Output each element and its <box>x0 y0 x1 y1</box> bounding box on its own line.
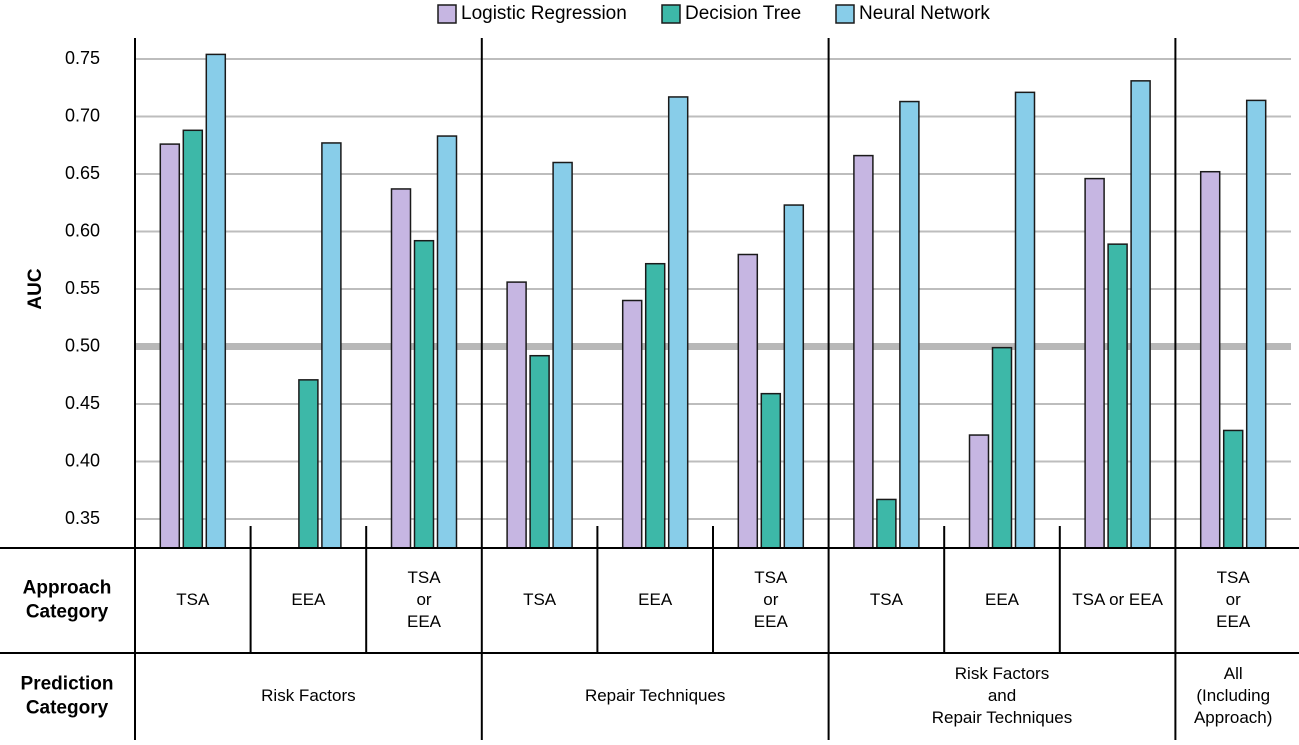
bar-logistic-regression-rf-either <box>390 188 412 549</box>
prediction-label-rf-and-rt: Repair Techniques <box>932 708 1073 727</box>
bar-decision-tree-rf-either <box>413 239 435 549</box>
legend-label-decision-tree: Decision Tree <box>685 3 801 24</box>
prediction-label-all: (Including <box>1196 686 1270 705</box>
bar-decision-tree-rfrt-either <box>1107 243 1128 549</box>
bar-decision-tree-rt-eea <box>644 262 666 549</box>
prediction-label-repair-techniques: Repair Techniques <box>585 686 726 705</box>
bar-neural-network-rf-eea <box>321 142 342 549</box>
prediction-label-rf-and-rt: and <box>988 686 1016 705</box>
bar-decision-tree-rfrt-eea <box>991 346 1013 549</box>
approach-label-rf-eea: EEA <box>291 590 326 609</box>
legend-swatch-logistic-regression <box>437 4 457 24</box>
approach-label-rt-either: or <box>763 590 778 609</box>
y-tick-label: 0.60 <box>65 220 100 240</box>
bar-logistic-regression-rt-eea <box>621 299 643 549</box>
row-header-approach: Approach <box>23 578 112 599</box>
row-header-prediction: Category <box>26 698 109 719</box>
row-header-prediction: Prediction <box>21 674 114 695</box>
approach-label-all-either: TSA <box>1217 568 1251 587</box>
bars <box>159 53 1267 549</box>
legend: Logistic Regression Decision Tree Neural N… <box>437 3 990 24</box>
bar-neural-network-rfrt-either <box>1130 80 1151 549</box>
approach-label-all-either: EEA <box>1216 612 1251 631</box>
y-tick-label: 0.65 <box>65 163 100 183</box>
bar-neural-network-rf-tsa <box>205 53 227 549</box>
approach-label-rf-either: TSA <box>407 568 441 587</box>
bar-neural-network-rt-either <box>783 204 805 549</box>
approach-label-rf-either: or <box>416 590 431 609</box>
y-tick-label: 0.40 <box>65 450 100 470</box>
bar-logistic-regression-rf-tsa <box>159 143 181 549</box>
bar-logistic-regression-rfrt-either <box>1084 177 1105 549</box>
prediction-label-all: All <box>1224 664 1243 683</box>
approach-label-rt-tsa: TSA <box>523 590 557 609</box>
bar-neural-network-rf-either <box>436 135 458 549</box>
bar-neural-network-rfrt-eea <box>1014 91 1036 549</box>
approach-label-rfrt-eea: EEA <box>985 590 1020 609</box>
bar-logistic-regression-all-either <box>1199 170 1221 549</box>
approach-label-rfrt-tsa: TSA <box>870 590 904 609</box>
legend-swatch-neural-network <box>835 4 855 24</box>
approach-label-all-either: or <box>1226 590 1241 609</box>
bar-neural-network-all-either <box>1245 99 1267 549</box>
table-lines <box>0 38 1299 740</box>
legend-swatch-decision-tree <box>661 4 681 24</box>
approach-label-rt-eea: EEA <box>638 590 673 609</box>
labels: 0.35 0.40 0.45 0.50 0.55 0.60 0.65 0.70 0.75 AUC T… <box>21 48 1273 727</box>
bar-decision-tree-all-either <box>1222 429 1244 549</box>
bar-decision-tree-rfrt-tsa <box>876 498 897 549</box>
approach-label-rf-tsa: TSA <box>176 590 210 609</box>
bar-logistic-regression-rfrt-eea <box>968 434 990 549</box>
approach-label-rfrt-either: TSA or EEA <box>1072 590 1163 609</box>
y-tick-label: 0.55 <box>65 278 100 298</box>
y-axis-label: AUC <box>25 268 46 309</box>
prediction-label-all: Approach) <box>1194 708 1272 727</box>
bar-decision-tree-rt-either <box>760 392 782 549</box>
y-tick-label: 0.45 <box>65 393 100 413</box>
bar-decision-tree-rf-eea <box>298 379 319 549</box>
bar-neural-network-rt-eea <box>667 96 689 549</box>
bar-logistic-regression-rt-either <box>737 253 759 549</box>
bar-neural-network-rfrt-tsa <box>899 100 920 549</box>
y-tick-label: 0.35 <box>65 508 100 528</box>
legend-label-neural-network: Neural Network <box>859 3 990 24</box>
bar-decision-tree-rt-tsa <box>529 354 550 549</box>
approach-label-rt-either: EEA <box>754 612 789 631</box>
bar-logistic-regression-rt-tsa <box>506 281 527 549</box>
bar-neural-network-rt-tsa <box>552 161 573 549</box>
y-tick-label: 0.50 <box>65 335 100 355</box>
approach-label-rf-either: EEA <box>407 612 442 631</box>
prediction-label-rf-and-rt: Risk Factors <box>955 664 1049 683</box>
legend-label-logistic-regression: Logistic Regression <box>461 3 627 24</box>
row-header-approach: Category <box>26 602 109 623</box>
bar-logistic-regression-rfrt-tsa <box>853 154 874 549</box>
approach-label-rt-either: TSA <box>754 568 788 587</box>
y-tick-label: 0.75 <box>65 48 100 68</box>
prediction-label-risk-factors: Risk Factors <box>261 686 355 705</box>
bar-decision-tree-rf-tsa <box>182 129 204 549</box>
y-tick-label: 0.70 <box>65 105 100 125</box>
